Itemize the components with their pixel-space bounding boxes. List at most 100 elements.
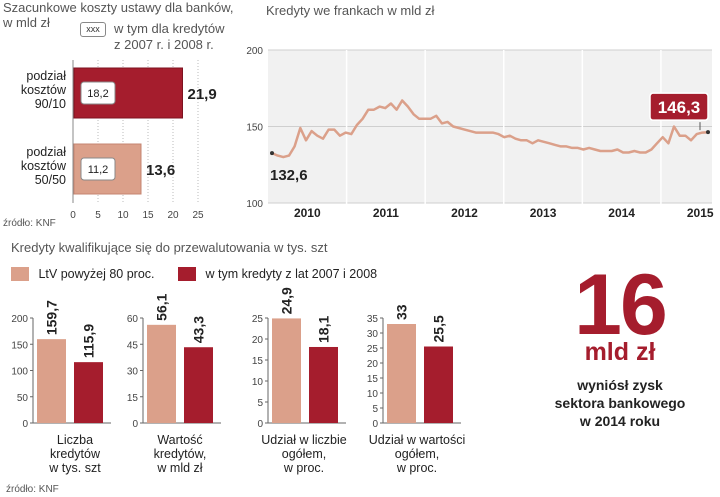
frank-line-chart: 100 150 200 2010 2011 2012 2013 2014 2015 132,6 14… [246, 46, 714, 220]
kpi-text-line3: w 2014 roku [579, 413, 661, 429]
qualify-label-1: Wartość kredytów, w mld zł [125, 433, 235, 475]
kpi-number: 16 [574, 257, 668, 353]
legend-swatch-ltv [11, 266, 29, 281]
costs-x-tick: 20 [167, 210, 179, 221]
costs-title-line1: Szacunkowe koszty ustawy dla banków, [3, 0, 234, 15]
costs-x-tick: 15 [142, 210, 154, 221]
costs-title-line2: w mld zł [3, 15, 50, 30]
qualify-y-tick: 15 [252, 356, 264, 367]
frank-series-line [271, 99, 709, 159]
costs-inner-box [80, 157, 116, 181]
costs-bar [73, 67, 183, 119]
qualify-y-tick: 100 [11, 367, 28, 378]
qualify-y-tick: 15 [127, 393, 139, 404]
qualify-value-label: 24,9 [279, 287, 295, 314]
qualify-label-2-line3: w proc. [283, 461, 325, 475]
costs-legend-line2: z 2007 r. i 2008 r. [114, 37, 214, 52]
costs-inner-box [80, 81, 116, 105]
qualify-y-tick: 10 [252, 377, 264, 388]
costs-category-label: 90/10 [35, 97, 66, 111]
frank-y-tick: 150 [246, 123, 263, 134]
qualify-bar [309, 346, 338, 423]
qualify-label-1-line2: kredytów, [153, 447, 207, 461]
frank-year-label: 2013 [530, 206, 557, 220]
qualify-y-tick: 0 [257, 419, 263, 430]
qualify-y-tick: 150 [11, 340, 28, 351]
costs-value-label: 21,9 [188, 86, 217, 103]
frank-y-tick: 200 [246, 46, 263, 57]
costs-category-label: podział [26, 69, 66, 83]
costs-x-tick: 5 [95, 210, 101, 221]
qualify-y-tick: 200 [11, 314, 28, 325]
qualify-label-0: Liczba kredytów w tys. szt [20, 433, 130, 475]
frank-start-point [270, 151, 274, 156]
frank-start-label: 132,6 [270, 167, 308, 184]
frank-year-label: 2015 [687, 206, 714, 220]
qualify-value-label: 25,5 [431, 315, 447, 342]
qualify-value-label: 56,1 [154, 293, 170, 320]
qualify-value-label: 159,7 [44, 300, 60, 335]
qualify-y-tick: 0 [372, 419, 378, 430]
qualify-bar [184, 347, 213, 423]
qualify-y-tick: 10 [367, 389, 379, 400]
costs-source: źródło: KNF [3, 218, 56, 229]
qualify-y-tick: 25 [252, 314, 264, 325]
qualify-y-tick: 35 [367, 314, 379, 325]
costs-x-tick: 0 [70, 210, 76, 221]
qualify-y-tick: 5 [257, 398, 263, 409]
costs-inner-label: 18,2 [87, 88, 108, 100]
costs-x-tick: 10 [117, 210, 129, 221]
qualify-y-tick: 25 [367, 344, 379, 355]
qualify-bar [424, 346, 453, 423]
costs-category-label: kosztów [21, 159, 67, 173]
qualify-label-2-line1: Udział w liczbie [261, 433, 347, 447]
qualify-value-label: 33 [394, 304, 410, 320]
qualify-label-3-line2: ogółem, [394, 447, 440, 461]
qualify-bar [387, 324, 416, 423]
kpi-unit: mld zł [584, 338, 656, 366]
qualify-label-3: Udział w wartości ogółem, w proc. [355, 433, 479, 475]
frank-end-point [706, 130, 710, 135]
qualify-bar [272, 318, 301, 423]
qualify-y-tick: 20 [252, 335, 264, 346]
frank-year-label: 2010 [294, 206, 321, 220]
kpi-text: wyniósł zysk sektora bankowego w 2014 ro… [540, 376, 700, 430]
qualify-label-3-line3: w proc. [396, 461, 438, 475]
legend-swatch-2007-2008 [178, 266, 197, 281]
costs-category-label: kosztów [21, 83, 67, 97]
kpi-text-line1: wyniósł zysk [577, 377, 663, 393]
costs-legend-line1: w tym dla kredytów [114, 21, 225, 36]
costs-x-tick: 25 [192, 210, 204, 221]
qualify-label-2: Udział w liczbie ogółem, w proc. [243, 433, 365, 475]
qualify-y-tick: 20 [367, 359, 379, 370]
qualify-value-label: 43,3 [191, 316, 207, 343]
qualify-label-0-line1: Liczba [56, 433, 94, 447]
qualify-bar [37, 339, 66, 423]
qualify-legend: LtV powyżej 80 proc. w tym kredyty z lat… [11, 266, 377, 281]
frank-year-label: 2014 [608, 206, 635, 220]
frank-year-label: 2011 [373, 206, 399, 220]
qualify-label-0-line2: kredytów [49, 447, 101, 461]
frank-end-label: 146,3 [658, 98, 701, 117]
qualify-value-label: 115,9 [81, 324, 97, 358]
qualify-source: źródło: KNF [6, 484, 59, 495]
qualify-title: Kredyty kwalifikujące się do przewalutow… [11, 240, 328, 255]
kpi-text-line2: sektora bankowego [554, 395, 686, 411]
qualify-label-1-line3: w mld zł [157, 461, 203, 475]
frank-title: Kredyty we frankach w mld zł [266, 3, 435, 18]
qualify-label-0-line3: w tys. szt [49, 461, 101, 475]
qualify-y-tick: 45 [127, 340, 139, 351]
qualify-y-tick: 5 [372, 404, 378, 415]
qualify-label-3-line1: Udział w wartości [368, 433, 466, 447]
qualify-bar [74, 362, 103, 423]
qualify-y-tick: 30 [127, 367, 139, 378]
qualify-y-tick: 15 [367, 374, 379, 385]
qualify-y-tick: 0 [132, 419, 138, 430]
qualify-y-tick: 60 [127, 314, 139, 325]
legend-label-ltv: LtV powyżej 80 proc. [38, 266, 155, 281]
qualify-y-tick: 50 [17, 393, 29, 404]
qualify-y-tick: 30 [367, 329, 379, 340]
qualify-label-1-line1: Wartość [157, 433, 203, 447]
qualify-value-label: 18,1 [316, 316, 332, 343]
